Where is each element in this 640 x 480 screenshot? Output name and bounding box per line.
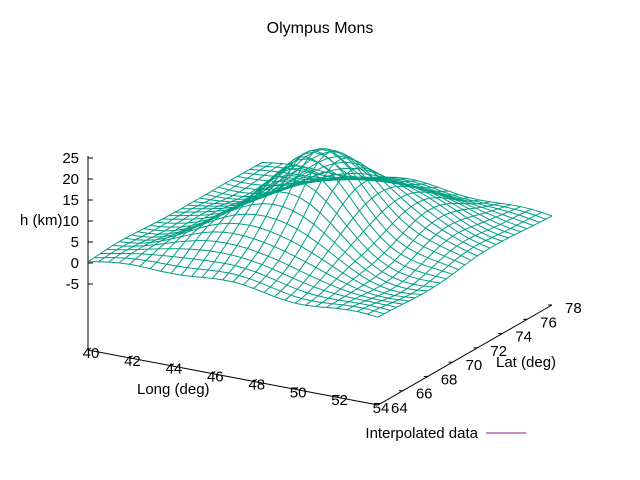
y-tick-label: 74 [515,329,532,346]
x-axis-line [87,349,379,406]
mesh-line-lat [106,248,397,308]
z-tick-label: 15 [62,192,79,209]
x-tick-label: 42 [124,353,141,370]
mesh-line-lat [150,179,441,284]
mesh-line-lat [125,222,416,299]
y-tick-label: 78 [565,300,582,317]
mesh-line-lat [137,203,428,292]
mesh-line-lat [199,161,491,249]
x-tick-mark [377,402,382,406]
z-tick-label: -5 [66,276,79,293]
legend: Interpolated data [365,425,526,442]
y-axis-label: Lat (deg) [496,354,556,371]
mesh-line-lat [156,167,447,280]
z-axis-label: h (km) [20,212,63,229]
mesh-line-lat [212,172,503,242]
x-tick-label: 54 [373,400,390,417]
mesh-line-lat [243,172,534,226]
mesh-line-lat [193,155,484,253]
chart-title: Olympus Mons [267,20,374,37]
mesh-line-lat [131,213,422,295]
mesh-line-lat [143,191,434,288]
x-tick-mark [336,394,340,398]
mesh-line-lat [237,175,528,230]
y-tick-label: 72 [490,343,507,360]
z-tick-label: 10 [62,213,79,230]
mesh-line-lat [162,158,453,275]
legend-label: Interpolated data [365,425,478,442]
mesh-line-lat [255,165,546,220]
mesh-line-lat [112,240,403,305]
z-tick-label: 0 [71,255,79,272]
x-tick-label: 52 [331,392,348,409]
tick-labels: 40 42 44 46 48 50 52 54 646668707274767825201510… [62,150,581,417]
mesh-line-lat [205,167,497,245]
mesh-line-long [274,177,449,297]
y-tick-label: 70 [466,357,483,374]
mesh-line-lat [249,168,540,223]
x-axis-label: Long (deg) [137,381,210,398]
surface-mesh [87,148,553,318]
mesh-line-long [357,208,532,312]
z-tick-label: 5 [71,234,79,251]
x-tick-mark [294,386,299,390]
x-tick-mark [170,363,175,367]
y-axis-line [377,304,553,406]
y-tick-label: 76 [540,314,557,331]
mesh-line-lat [181,148,472,261]
mesh-line-lat [119,231,410,302]
mesh-line-lat [187,150,478,257]
x-tick-label: 40 [83,345,100,362]
y-tick-label: 66 [416,386,433,403]
z-tick-label: 20 [62,171,79,188]
x-tick-mark [129,355,133,359]
axes [87,156,553,406]
mesh-line-long [284,185,459,301]
mesh-line-lat [174,148,466,266]
x-tick-mark [212,371,216,374]
x-tick-mark [87,347,92,351]
x-tick-label: 50 [290,384,307,401]
mesh-line-lat [100,253,391,311]
x-tick-label: 46 [207,369,224,386]
mesh-line-lat [261,162,553,217]
z-tick-label: 25 [62,150,79,167]
y-tick-label: 68 [441,371,458,388]
x-tick-mark [253,379,257,382]
x-tick-label: 48 [248,376,265,393]
mesh-line-lat [87,261,379,318]
x-tick-label: 44 [166,361,183,378]
mesh-line-lat [94,257,385,315]
y-tick-label: 64 [391,400,408,417]
